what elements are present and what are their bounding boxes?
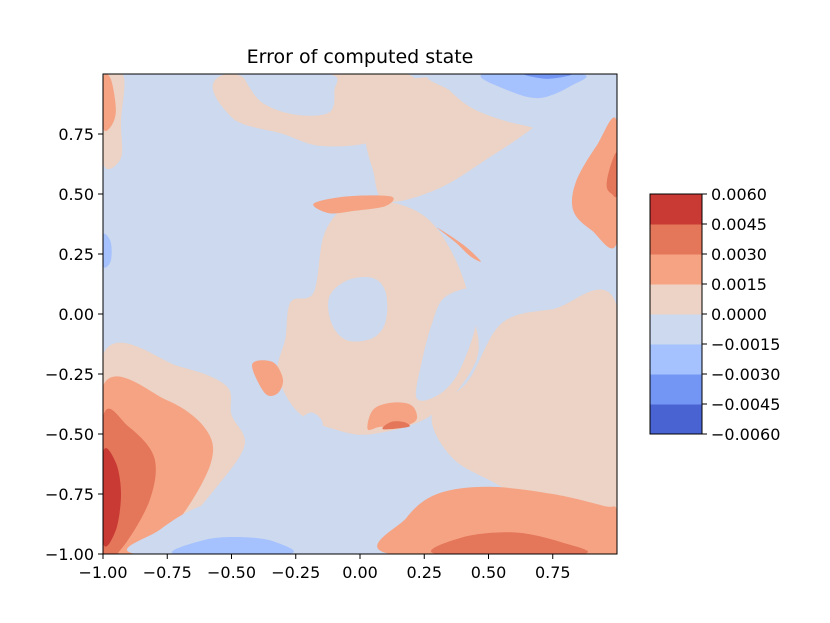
colorbar-tick-label: 0.0015 (711, 275, 767, 294)
colorbar-tick-label: −0.0060 (711, 425, 780, 444)
contour-region-31 (480, 299, 489, 332)
x-tick-label: 0.25 (406, 563, 442, 582)
colorbar-band (650, 284, 702, 315)
x-tick-label: 0.00 (342, 563, 378, 582)
contour-region-14 (313, 195, 394, 214)
y-tick-label: 0.00 (58, 305, 94, 324)
colorbar-tick-label: 0.0000 (711, 305, 767, 324)
y-tick-label: 0.50 (58, 185, 94, 204)
contour-region-1 (431, 289, 617, 554)
x-tick-label: −0.75 (143, 563, 192, 582)
contour-region-25 (127, 500, 337, 554)
colorbar-tick-label: 0.0045 (711, 215, 767, 234)
colorbar: 0.0060 0.0045 0.0030 0.0015 0.0000 −0.0015 −0.… (649, 185, 780, 444)
contour-region-10 (430, 532, 589, 554)
contour-region-13 (103, 74, 116, 132)
contour-region-12 (606, 152, 617, 198)
contour-region-18 (382, 421, 410, 430)
y-tick-label: −0.50 (45, 425, 94, 444)
colorbar-band (650, 224, 702, 255)
contour-region-21 (237, 74, 338, 116)
colorbar-tick-label: −0.0015 (711, 335, 780, 354)
colorbar-band (650, 344, 702, 375)
contour-region-8 (103, 448, 121, 547)
colorbar-tick-label: 0.0030 (711, 245, 767, 264)
x-tick-label: 0.50 (471, 563, 507, 582)
contour-region-24 (523, 74, 572, 79)
x-tick-label: −0.50 (207, 563, 256, 582)
x-axis: −1.00 −0.75 −0.50 −0.25 0.00 0.25 0.50 0.75 (78, 554, 571, 582)
colorbar-band (650, 194, 702, 225)
x-tick-label: 0.75 (535, 563, 571, 582)
y-axis: −1.00 −0.75 −0.50 −0.25 0.00 0.25 0.50 0.75 (45, 125, 103, 564)
contour-region-19 (103, 173, 150, 325)
contour-region-28 (238, 232, 285, 262)
colorbar-band (650, 254, 702, 285)
contour-region-32 (300, 412, 323, 430)
contour-region-9 (377, 486, 617, 554)
contour-region-16 (251, 360, 284, 396)
colorbar-band (650, 314, 702, 345)
contour-region-30 (415, 288, 479, 401)
contour-region-29 (236, 289, 248, 331)
y-tick-label: 0.75 (58, 125, 94, 144)
chart-title: Error of computed state (247, 46, 474, 68)
contour-regions (103, 74, 617, 554)
contour-region-27 (328, 277, 388, 342)
y-tick-label: −1.00 (45, 545, 94, 564)
contour-region-20 (103, 233, 112, 268)
colorbar-tick-label: 0.0060 (711, 185, 767, 204)
contour-region-23 (480, 74, 587, 99)
contour-region-26 (171, 537, 295, 554)
colorbar-band (650, 374, 702, 405)
colorbar-tick-label: −0.0045 (711, 395, 780, 414)
y-tick-label: −0.75 (45, 485, 94, 504)
x-tick-label: −1.00 (78, 563, 127, 582)
colorbar-band (650, 404, 702, 435)
x-tick-label: −0.25 (271, 563, 320, 582)
contour-region-11 (571, 117, 617, 249)
colorbar-tick-label: −0.0030 (711, 365, 780, 384)
y-tick-label: 0.25 (58, 245, 94, 264)
contour-region-15 (437, 227, 481, 262)
y-tick-label: −0.25 (45, 365, 94, 384)
